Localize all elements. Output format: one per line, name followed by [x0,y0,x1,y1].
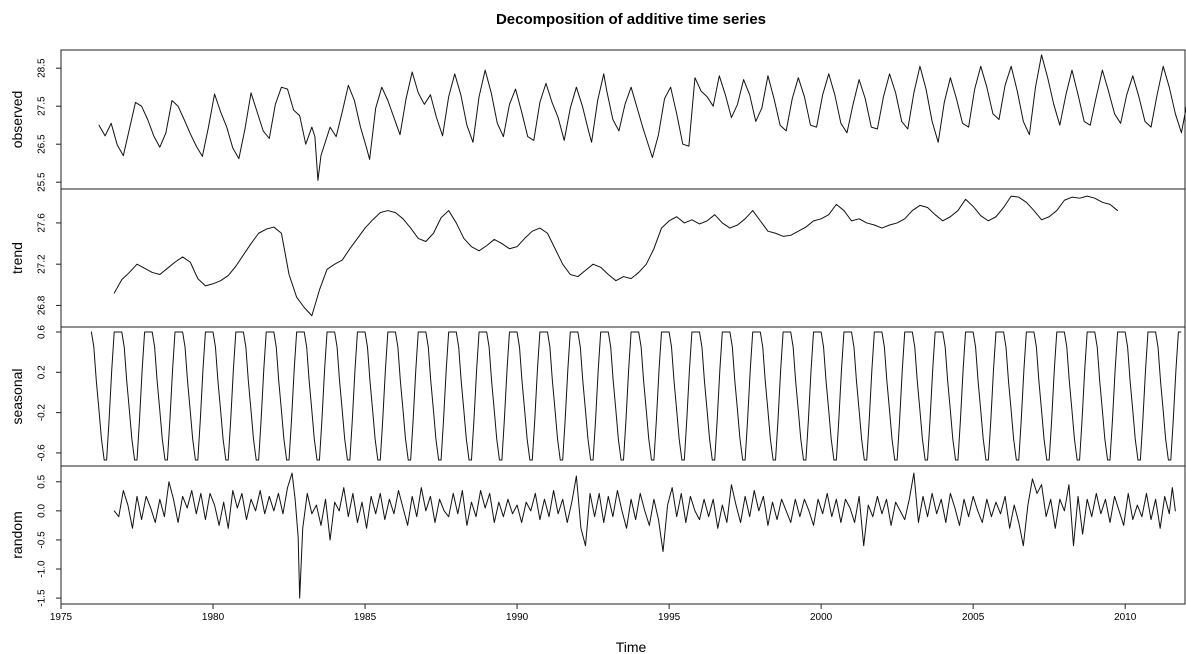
x-axis-tick-label: 1995 [658,612,681,623]
panel-label-observed: observed [9,91,25,149]
panel-random-y-tick-label: 0.5 [37,474,48,488]
panel-seasonal-y-tick-label: -0.2 [37,404,48,422]
x-axis-tick-label: 2000 [810,612,833,623]
x-axis-tick-label: 1980 [202,612,225,623]
series-line-observed [98,54,1186,181]
panel-random-y-tick-label: -1.0 [37,560,48,578]
chart-title: Decomposition of additive time series [496,11,766,28]
panel-trend: trend 26.8 27.2 27.6 [9,188,1186,328]
x-axis-tick-label: 2010 [1114,612,1137,623]
panel-label-random: random [9,511,25,558]
panel-trend-y-tick-label: 27.6 [37,213,48,233]
x-axis-tick-label: 2005 [962,612,985,623]
panel-frame-trend [60,188,1186,328]
series-line-random [113,472,1176,599]
panel-random-y-tick-label: -0.5 [37,531,48,549]
x-axis-tick-label: 1975 [50,612,73,623]
panel-observed-y-tick-label: 26.5 [37,134,48,154]
panel-trend-y-tick-label: 27.2 [37,254,48,274]
panel-trend-y-tick-label: 26.8 [37,295,48,315]
panel-seasonal-y-tick-label: 0.6 [37,325,48,339]
x-axis-tick-label: 1985 [354,612,377,623]
panel-observed-y-tick-label: 25.5 [37,172,48,192]
x-axis-tick-label: 1990 [506,612,529,623]
x-axis-label: Time [616,639,647,654]
series-line-seasonal [90,331,1182,461]
x-axis: 1975 1980 1985 1990 1995 2000 2005 2010 [50,603,1137,623]
panel-observed-y-tick-label: 28.5 [37,58,48,78]
panels-layer: observed 25.5 26.5 27.5 28.5 trend 26.8 27.2 27.… [9,49,1186,607]
panel-seasonal-y-tick-label: -0.6 [37,444,48,462]
series-line-trend [113,195,1119,317]
panel-observed-y-tick-label: 27.5 [37,96,48,116]
panel-label-trend: trend [9,242,25,274]
panel-random-y-tick-label: 0.0 [37,503,48,517]
panel-random: random -1.5 -1.0 -0.5 0.0 0.5 [9,465,1186,607]
panel-frame-observed [60,49,1186,190]
panel-observed: observed 25.5 26.5 27.5 28.5 [9,49,1186,192]
panel-label-seasonal: seasonal [9,368,25,424]
panel-seasonal-y-tick-label: 0.2 [37,365,48,379]
panel-seasonal: seasonal -0.6 -0.2 0.2 0.6 [9,325,1186,467]
panel-frame-random [60,465,1186,605]
panel-random-y-tick-label: -1.5 [37,589,48,607]
